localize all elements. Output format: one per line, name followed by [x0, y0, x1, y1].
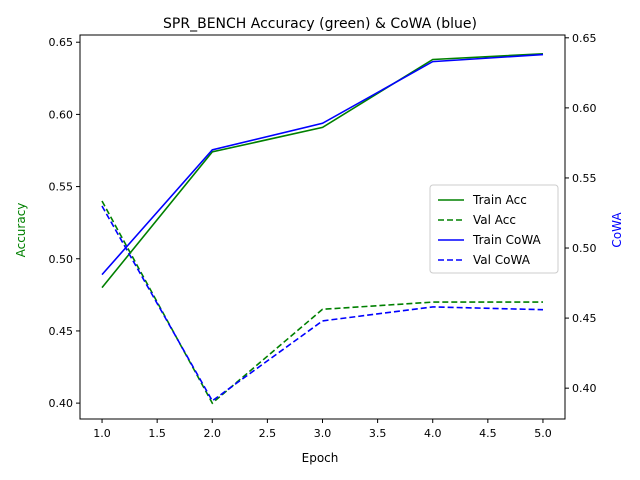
- series-line-train-acc: [101, 53, 544, 289]
- left-y-tick-label: 0.50: [49, 253, 74, 266]
- x-tick-label: 5.0: [534, 427, 552, 440]
- series-line-val-cowa: [101, 205, 544, 402]
- x-tick-label: 2.5: [259, 427, 277, 440]
- x-tick-label: 1.5: [148, 427, 166, 440]
- right-y-tick-label: 0.60: [572, 102, 597, 115]
- legend-box: [429, 184, 559, 274]
- x-axis-label: Epoch: [302, 451, 339, 465]
- x-tick-label: 4.5: [479, 427, 497, 440]
- legend: Train Acc Val Acc Train CoWA Val CoWA: [429, 184, 559, 274]
- left-axis-label: Accuracy: [14, 203, 28, 258]
- series-layer: [101, 53, 544, 405]
- legend-label: Train CoWA: [472, 233, 542, 247]
- series-line-train-cowa: [101, 53, 544, 276]
- left-y-tick-label: 0.55: [49, 181, 74, 194]
- legend-label: Val CoWA: [473, 253, 531, 267]
- x-tick-label: 3.0: [314, 427, 332, 440]
- legend-label: Val Acc: [473, 213, 516, 227]
- x-tick-label: 2.0: [204, 427, 222, 440]
- x-tick-label: 4.0: [424, 427, 442, 440]
- right-axis-label: CoWA: [610, 212, 624, 248]
- plot-frame: [79, 34, 566, 420]
- right-y-tick-label: 0.40: [572, 382, 597, 395]
- x-tick-label: 3.5: [369, 427, 387, 440]
- right-y-tick-label: 0.65: [572, 32, 597, 45]
- left-y-tick-label: 0.45: [49, 325, 74, 338]
- ticks-layer: 1.0 1.5 2.0 2.5 3.0 3.5 4.0 4.5 5.0 0.40 0.45 0.50 0…: [49, 32, 597, 440]
- legend-label: Train Acc: [472, 193, 527, 207]
- chart-title: SPR_BENCH Accuracy (green) & CoWA (blue): [163, 16, 477, 32]
- right-y-tick-label: 0.45: [572, 312, 597, 325]
- right-y-tick-label: 0.55: [572, 172, 597, 185]
- left-y-tick-label: 0.40: [49, 397, 74, 410]
- left-y-tick-label: 0.60: [49, 108, 74, 121]
- left-y-tick-label: 0.65: [49, 36, 74, 49]
- right-y-tick-label: 0.50: [572, 242, 597, 255]
- x-tick-label: 1.0: [93, 427, 111, 440]
